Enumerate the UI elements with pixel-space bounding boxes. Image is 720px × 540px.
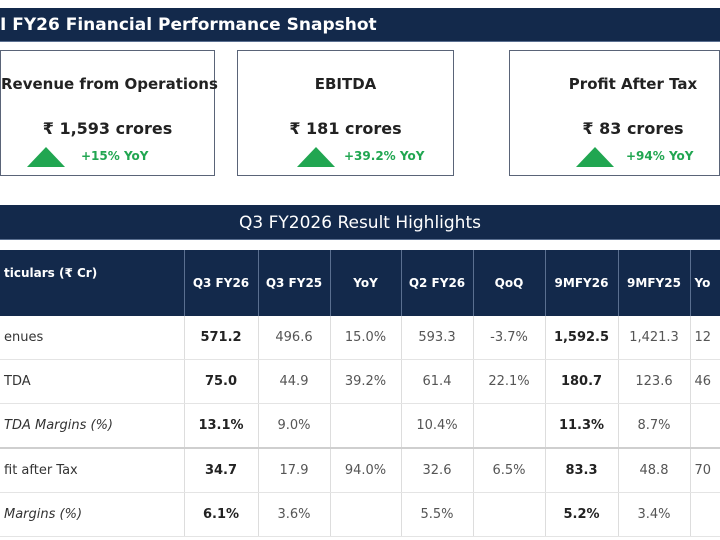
row-label: TDA <box>0 359 185 404</box>
row-label: Margins (%) <box>0 492 185 537</box>
table-cell: 17.9 <box>258 448 331 493</box>
card-change: +39.2% YoY <box>344 149 425 163</box>
table-cell: 13.1% <box>184 403 259 449</box>
column-header: Q2 FY26 <box>401 250 474 316</box>
card-value: ₹ 181 crores <box>289 119 402 138</box>
column-header: YoY <box>330 250 402 316</box>
snapshot-title: I FY26 Financial Performance Snapshot <box>0 15 377 35</box>
table-cell: 39.2% <box>330 359 402 404</box>
column-header: Q3 FY25 <box>258 250 331 316</box>
table-cell: 75.0 <box>184 359 259 404</box>
table-cell <box>690 403 720 449</box>
table-cell: 44.9 <box>258 359 331 404</box>
table-cell <box>330 492 402 537</box>
table-cell: 83.3 <box>545 448 619 493</box>
table-cell: 3.6% <box>258 492 331 537</box>
card-change: +15% YoY <box>81 149 149 163</box>
column-header: Q3 FY26 <box>184 250 259 316</box>
table-cell <box>690 492 720 537</box>
card-value: ₹ 1,593 crores <box>42 119 173 138</box>
column-header: 9MFY26 <box>545 250 619 316</box>
table-cell: 46 <box>690 359 720 404</box>
table-cell: 1,421.3 <box>618 316 691 360</box>
table-cell: 11.3% <box>545 403 619 449</box>
row-label: fit after Tax <box>0 448 185 493</box>
table-row: enues 571.2 496.6 15.0% 593.3 -3.7% 1,592.5 1,4… <box>0 316 720 360</box>
table-row: Margins (%) 6.1% 3.6% 5.5% 5.2% 3.4% <box>0 492 720 537</box>
table-cell: 180.7 <box>545 359 619 404</box>
table-header-row: ticulars (₹ Cr) Q3 FY26 Q3 FY25 YoY Q2 F… <box>0 250 720 316</box>
table-cell: 3.4% <box>618 492 691 537</box>
table-cell: 32.6 <box>401 448 474 493</box>
column-header: 9MFY25 <box>618 250 691 316</box>
card-change: +94% YoY <box>626 149 694 163</box>
table-cell: 1,592.5 <box>545 316 619 360</box>
snapshot-title-bar: I FY26 Financial Performance Snapshot <box>0 8 720 42</box>
table-cell <box>473 403 546 449</box>
table-cell: 8.7% <box>618 403 691 449</box>
column-header: Yo <box>690 250 720 316</box>
table-cell: 48.8 <box>618 448 691 493</box>
column-header: QoQ <box>473 250 546 316</box>
table-cell: 5.5% <box>401 492 474 537</box>
card-value: ₹ 83 crores <box>582 119 684 138</box>
table-row: fit after Tax 34.7 17.9 94.0% 32.6 6.5% 83.3 48… <box>0 448 720 493</box>
table-row: TDA Margins (%) 13.1% 9.0% 10.4% 11.3% 8.7% <box>0 403 720 449</box>
card-title: Revenue from Operations <box>1 75 218 93</box>
table-cell: 593.3 <box>401 316 474 360</box>
table-cell: 10.4% <box>401 403 474 449</box>
highlights-title-bar: Q3 FY2026 Result Highlights <box>0 205 720 240</box>
table-cell: 12 <box>690 316 720 360</box>
table-cell: 571.2 <box>184 316 259 360</box>
column-header: ticulars (₹ Cr) <box>0 250 185 316</box>
table-cell: 34.7 <box>184 448 259 493</box>
table-cell: 15.0% <box>330 316 402 360</box>
up-arrow-icon <box>297 147 335 167</box>
card-title: EBITDA <box>314 75 377 93</box>
card-ebitda: EBITDA ₹ 181 crores +39.2% YoY <box>237 50 454 176</box>
table-cell: 9.0% <box>258 403 331 449</box>
table-cell: 123.6 <box>618 359 691 404</box>
row-label: enues <box>0 316 185 360</box>
table-cell: 6.1% <box>184 492 259 537</box>
table-cell: 5.2% <box>545 492 619 537</box>
table-cell <box>473 492 546 537</box>
table-cell <box>330 403 402 449</box>
card-title: Profit After Tax <box>568 75 698 93</box>
table-row: TDA 75.0 44.9 39.2% 61.4 22.1% 180.7 123.6 46 <box>0 359 720 404</box>
table-cell: 6.5% <box>473 448 546 493</box>
card-pat: Profit After Tax ₹ 83 crores +94% YoY <box>509 50 720 176</box>
results-table: ticulars (₹ Cr) Q3 FY26 Q3 FY25 YoY Q2 F… <box>0 250 720 537</box>
up-arrow-icon <box>27 147 65 167</box>
card-revenue: Revenue from Operations ₹ 1,593 crores +… <box>0 50 218 176</box>
table-cell: 61.4 <box>401 359 474 404</box>
table-cell: 70 <box>690 448 720 493</box>
up-arrow-icon <box>576 147 614 167</box>
row-label: TDA Margins (%) <box>0 403 185 449</box>
table-cell: -3.7% <box>473 316 546 360</box>
highlights-title: Q3 FY2026 Result Highlights <box>239 213 481 233</box>
table-cell: 94.0% <box>330 448 402 493</box>
table-cell: 22.1% <box>473 359 546 404</box>
table-cell: 496.6 <box>258 316 331 360</box>
